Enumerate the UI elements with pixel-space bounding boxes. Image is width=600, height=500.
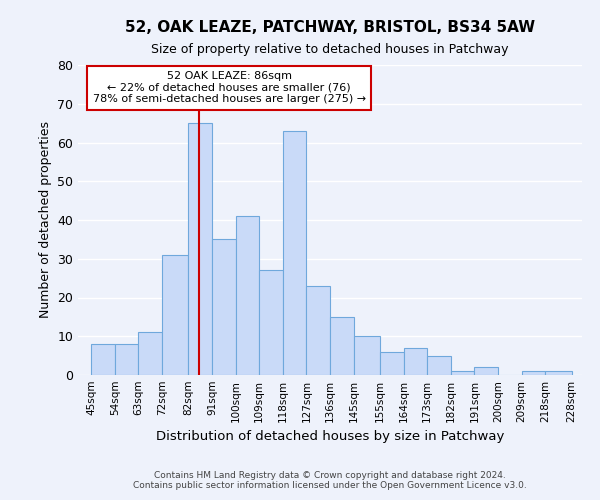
Bar <box>91 344 115 375</box>
Text: Size of property relative to detached houses in Patchway: Size of property relative to detached ho… <box>151 42 509 56</box>
Bar <box>475 367 498 375</box>
X-axis label: Distribution of detached houses by size in Patchway: Distribution of detached houses by size … <box>156 430 504 444</box>
Text: 52 OAK LEAZE: 86sqm
← 22% of detached houses are smaller (76)
78% of semi-detach: 52 OAK LEAZE: 86sqm ← 22% of detached ho… <box>92 71 366 104</box>
Bar <box>115 344 139 375</box>
Bar <box>307 286 330 375</box>
Bar <box>404 348 427 375</box>
Bar <box>235 216 259 375</box>
Y-axis label: Number of detached properties: Number of detached properties <box>38 122 52 318</box>
Bar <box>353 336 380 375</box>
Text: Contains HM Land Registry data © Crown copyright and database right 2024.
Contai: Contains HM Land Registry data © Crown c… <box>133 470 527 490</box>
Bar <box>283 131 307 375</box>
Bar <box>212 240 235 375</box>
Bar <box>451 371 475 375</box>
Text: 52, OAK LEAZE, PATCHWAY, BRISTOL, BS34 5AW: 52, OAK LEAZE, PATCHWAY, BRISTOL, BS34 5… <box>125 20 535 35</box>
Bar <box>380 352 404 375</box>
Bar <box>521 371 545 375</box>
Bar <box>162 255 188 375</box>
Bar <box>545 371 571 375</box>
Bar <box>188 123 212 375</box>
Bar <box>330 317 353 375</box>
Bar <box>259 270 283 375</box>
Bar <box>139 332 162 375</box>
Bar <box>427 356 451 375</box>
